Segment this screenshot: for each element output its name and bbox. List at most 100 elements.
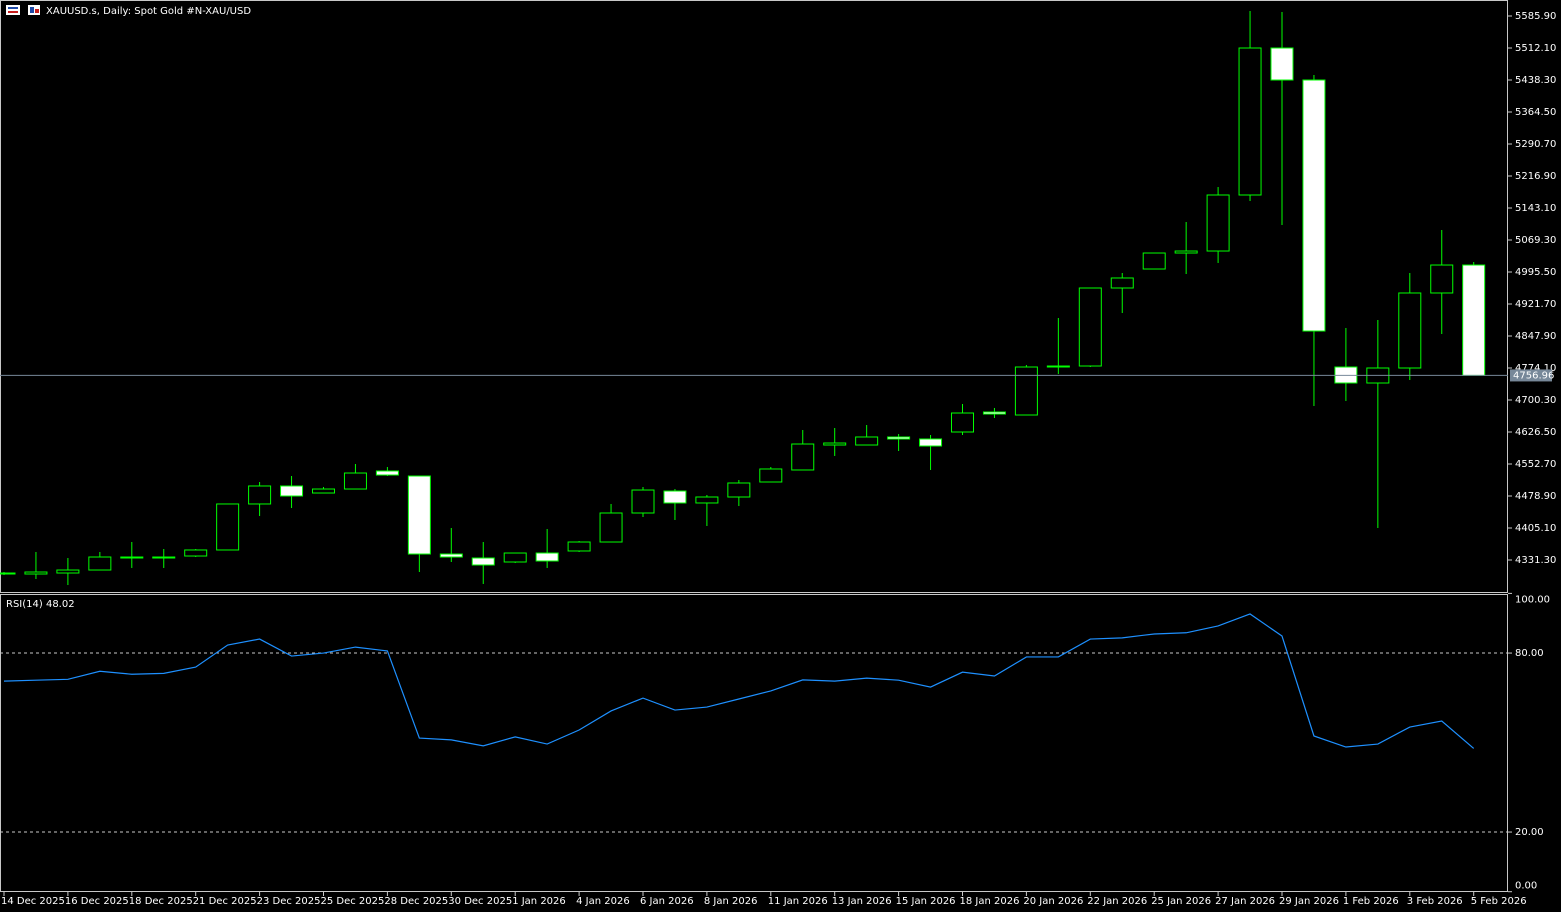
x-tick-label: 18 Jan 2026 xyxy=(960,896,1020,907)
x-tick-label: 8 Jan 2026 xyxy=(704,896,758,907)
x-tick-label: 18 Dec 2025 xyxy=(129,896,193,907)
main-pane-frame xyxy=(0,0,1508,593)
x-tick-label: 1 Jan 2026 xyxy=(512,896,566,907)
candle-body xyxy=(0,572,16,575)
candle-body xyxy=(982,411,1006,415)
y-tick-label: 80.00 xyxy=(1515,648,1544,659)
candle-body xyxy=(88,556,112,571)
candle-body xyxy=(887,436,911,440)
y-tick-label: 4774.10 xyxy=(1515,363,1556,374)
candle-body xyxy=(471,557,495,566)
y-tick-label: 4405.10 xyxy=(1515,523,1556,534)
y-tick-label: 20.00 xyxy=(1515,827,1544,838)
candle-body xyxy=(1238,47,1262,196)
x-tick-label: 21 Dec 2025 xyxy=(193,896,257,907)
candle-body xyxy=(1430,264,1454,294)
x-tick-label: 11 Jan 2026 xyxy=(768,896,828,907)
x-tick-label: 16 Dec 2025 xyxy=(65,896,129,907)
candle-body xyxy=(631,489,655,514)
y-tick-label: 5290.70 xyxy=(1515,139,1556,150)
candle-body xyxy=(216,503,240,551)
y-tick-label: 0.00 xyxy=(1515,881,1537,892)
y-tick-label: 4478.90 xyxy=(1515,491,1556,502)
candle-body xyxy=(280,485,304,497)
y-tick-label: 4921.70 xyxy=(1515,299,1556,310)
candle-body xyxy=(1174,250,1198,254)
rsi-title: RSI(14) 48.02 xyxy=(6,599,75,610)
candle-body xyxy=(663,490,687,504)
candle-body xyxy=(248,485,272,505)
x-tick-label: 1 Feb 2026 xyxy=(1343,896,1399,907)
candle-body xyxy=(1462,264,1486,376)
x-tick-label: 4 Jan 2026 xyxy=(576,896,630,907)
x-tick-label: 20 Jan 2026 xyxy=(1023,896,1083,907)
candle-body xyxy=(1046,365,1070,368)
current-price-label: 4756.96 xyxy=(1513,370,1554,381)
y-tick-label: 4552.70 xyxy=(1515,459,1556,470)
x-tick-label: 25 Dec 2025 xyxy=(321,896,385,907)
candle-body xyxy=(727,482,751,498)
x-tick-label: 25 Jan 2026 xyxy=(1151,896,1211,907)
rsi-pane-frame xyxy=(0,594,1508,892)
candle-body xyxy=(951,412,974,433)
symbol-icon xyxy=(6,5,40,15)
candle-body xyxy=(1110,277,1134,289)
y-tick-label: 5364.50 xyxy=(1515,107,1556,118)
candle-body xyxy=(343,472,367,490)
y-tick-label: 4700.30 xyxy=(1515,395,1556,406)
candle-body xyxy=(375,470,399,476)
x-tick-label: 22 Jan 2026 xyxy=(1087,896,1147,907)
candle-body xyxy=(567,541,591,552)
candle-body xyxy=(855,436,879,446)
candle-body xyxy=(823,442,847,446)
x-tick-label: 27 Jan 2026 xyxy=(1215,896,1275,907)
x-tick-label: 13 Jan 2026 xyxy=(832,896,892,907)
y-tick-label: 4626.50 xyxy=(1515,427,1556,438)
rsi-line xyxy=(3,613,1475,749)
candle-body xyxy=(695,496,719,504)
x-tick-label: 5 Feb 2026 xyxy=(1471,896,1527,907)
x-tick-label: 28 Dec 2025 xyxy=(384,896,448,907)
candle-body xyxy=(120,556,144,559)
x-tick-label: 15 Jan 2026 xyxy=(896,896,956,907)
x-tick-label: 6 Jan 2026 xyxy=(640,896,694,907)
y-tick-label: 100.00 xyxy=(1515,594,1550,605)
candle-body xyxy=(152,556,176,559)
x-tick-label: 3 Feb 2026 xyxy=(1407,896,1463,907)
x-tick-label: 30 Dec 2025 xyxy=(448,896,512,907)
y-tick-label: 4847.90 xyxy=(1515,331,1556,342)
x-tick-label: 14 Dec 2025 xyxy=(1,896,65,907)
candle-body xyxy=(599,512,623,543)
candle-body xyxy=(1014,366,1038,416)
candle-body xyxy=(1142,252,1166,270)
candle-body xyxy=(312,488,335,494)
y-tick-label: 5438.30 xyxy=(1515,75,1556,86)
candle-body xyxy=(439,553,463,558)
candle-body xyxy=(759,468,783,483)
y-tick-label: 5216.90 xyxy=(1515,171,1556,182)
y-tick-label: 4995.50 xyxy=(1515,267,1556,278)
y-tick-label: 5143.10 xyxy=(1515,203,1556,214)
candle-body xyxy=(503,552,527,563)
chart-title: XAUUSD.s, Daily: Spot Gold #N-XAU/USD xyxy=(46,6,251,17)
candle-body xyxy=(1398,292,1422,369)
y-tick-label: 4331.30 xyxy=(1515,555,1556,566)
candle-body xyxy=(919,438,943,447)
current-price-box xyxy=(1510,369,1552,382)
candle-body xyxy=(1302,79,1326,332)
x-tick-label: 23 Dec 2025 xyxy=(257,896,321,907)
candle-body xyxy=(407,475,431,555)
candle-body xyxy=(56,569,80,574)
candle-body xyxy=(184,549,208,557)
candle-body xyxy=(1270,47,1294,81)
y-tick-label: 5069.30 xyxy=(1515,235,1556,246)
candle-body xyxy=(535,552,559,562)
candle-body xyxy=(24,571,48,575)
y-tick-label: 5585.90 xyxy=(1515,11,1556,22)
candle-body xyxy=(791,443,815,471)
y-tick-label: 5512.10 xyxy=(1515,43,1556,54)
candle-body xyxy=(1206,194,1230,252)
candle-body xyxy=(1078,287,1102,367)
